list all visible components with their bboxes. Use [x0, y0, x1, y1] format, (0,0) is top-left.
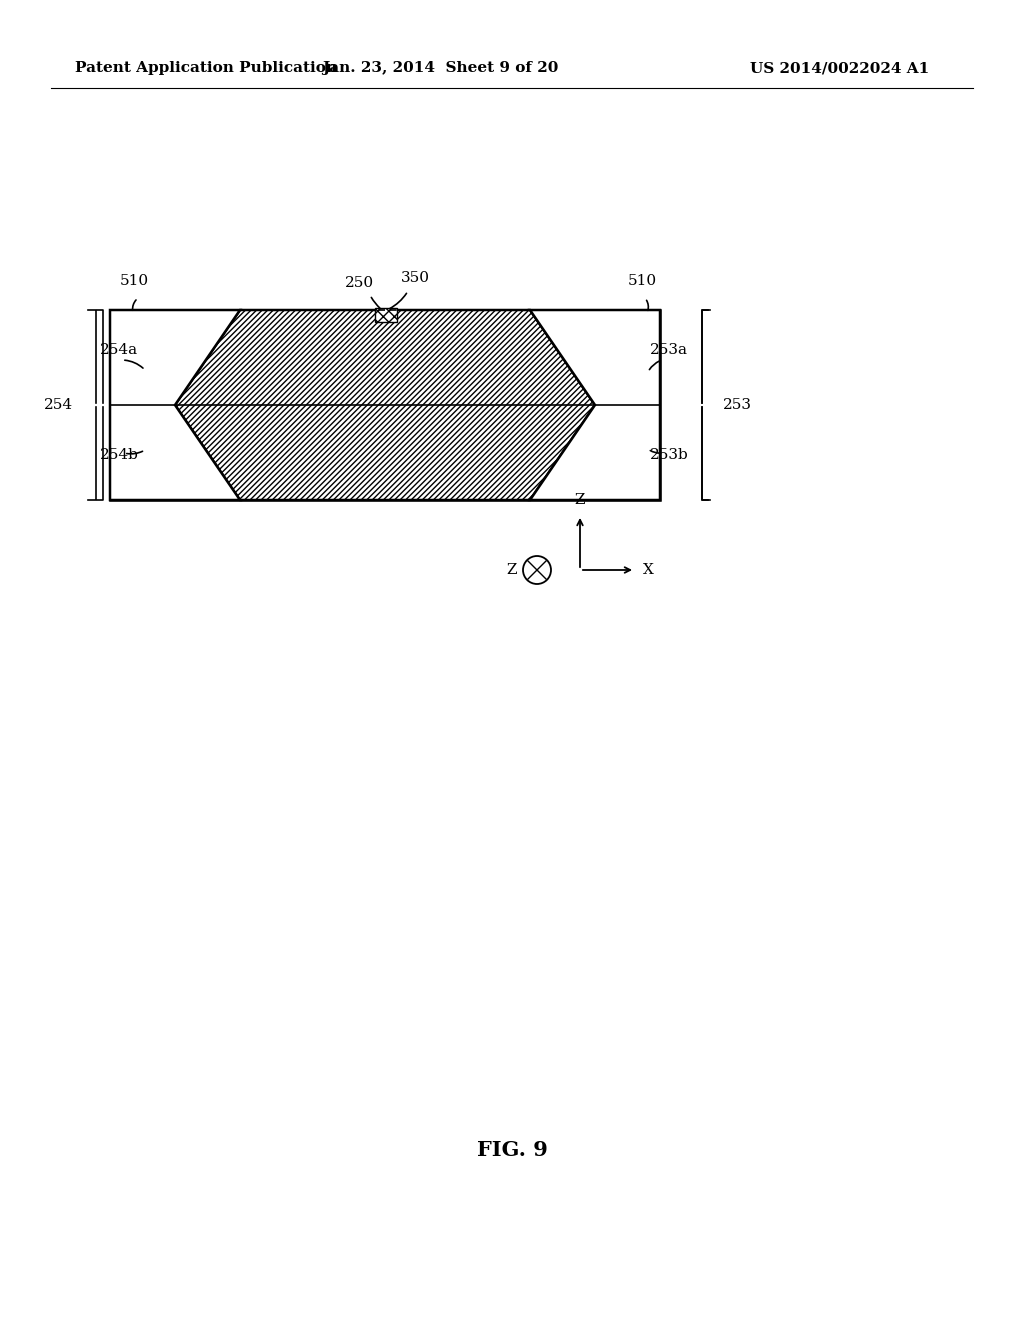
Text: 350: 350: [400, 271, 429, 285]
Text: Patent Application Publication: Patent Application Publication: [75, 61, 337, 75]
Text: X: X: [643, 564, 654, 577]
Text: 510: 510: [628, 275, 657, 288]
Text: 254: 254: [44, 399, 73, 412]
Text: Jan. 23, 2014  Sheet 9 of 20: Jan. 23, 2014 Sheet 9 of 20: [322, 61, 558, 75]
Text: US 2014/0022024 A1: US 2014/0022024 A1: [750, 61, 929, 75]
Bar: [375, 308, 397, 322]
Text: 253b: 253b: [650, 447, 689, 462]
Polygon shape: [110, 310, 240, 500]
Text: 510: 510: [120, 275, 150, 288]
Polygon shape: [175, 310, 595, 500]
Text: Z: Z: [507, 564, 517, 577]
Text: Z: Z: [574, 492, 586, 507]
Polygon shape: [530, 310, 660, 500]
Text: 250: 250: [345, 276, 375, 290]
Text: 253a: 253a: [650, 343, 688, 356]
Text: 254a: 254a: [100, 343, 138, 356]
Text: 253: 253: [723, 399, 752, 412]
Text: FIG. 9: FIG. 9: [476, 1140, 548, 1160]
Text: 254b: 254b: [100, 447, 139, 462]
